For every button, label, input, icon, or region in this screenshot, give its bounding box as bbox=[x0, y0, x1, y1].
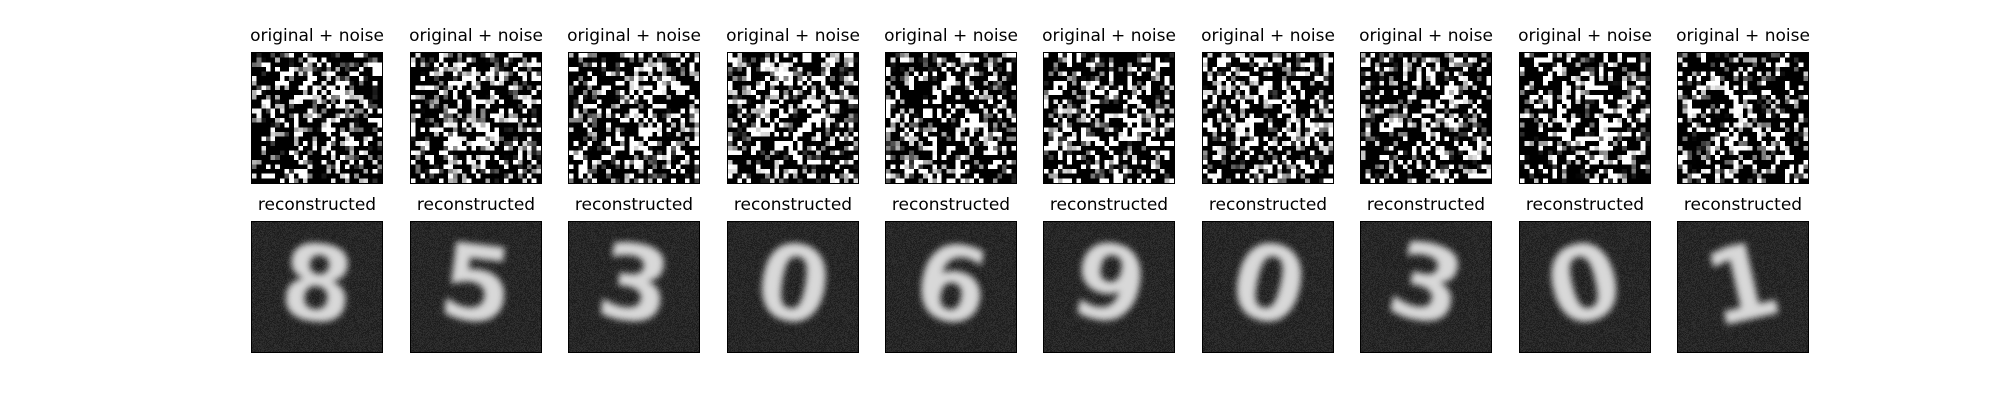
reconstructed-image bbox=[1677, 221, 1809, 353]
noisy-title: original + noise bbox=[884, 26, 1018, 46]
reconstructed-image bbox=[1043, 221, 1175, 353]
reconstructed-image bbox=[410, 221, 542, 353]
noisy-image bbox=[727, 52, 859, 184]
noisy-image bbox=[1360, 52, 1492, 184]
noisy-image bbox=[1043, 52, 1175, 184]
reconstructed-image bbox=[1202, 221, 1334, 353]
noisy-title: original + noise bbox=[1359, 26, 1493, 46]
reconstructed-title: reconstructed bbox=[733, 195, 853, 215]
noisy-image bbox=[1677, 52, 1809, 184]
reconstructed-title: reconstructed bbox=[1049, 195, 1169, 215]
noisy-image bbox=[568, 52, 700, 184]
noisy-title: original + noise bbox=[250, 26, 384, 46]
noisy-title: original + noise bbox=[726, 26, 860, 46]
noisy-title: original + noise bbox=[409, 26, 543, 46]
noisy-title: original + noise bbox=[1042, 26, 1176, 46]
reconstructed-image bbox=[1360, 221, 1492, 353]
reconstructed-title: reconstructed bbox=[1525, 195, 1645, 215]
reconstructed-title: reconstructed bbox=[1366, 195, 1486, 215]
noisy-title: original + noise bbox=[1676, 26, 1810, 46]
reconstructed-image bbox=[251, 221, 383, 353]
noisy-title: original + noise bbox=[1518, 26, 1652, 46]
reconstructed-image bbox=[885, 221, 1017, 353]
reconstructed-title: reconstructed bbox=[1208, 195, 1328, 215]
reconstructed-title: reconstructed bbox=[891, 195, 1011, 215]
noisy-title: original + noise bbox=[567, 26, 701, 46]
noisy-image bbox=[410, 52, 542, 184]
reconstructed-image bbox=[727, 221, 859, 353]
reconstructed-title: reconstructed bbox=[257, 195, 377, 215]
noisy-image bbox=[1519, 52, 1651, 184]
reconstructed-title: reconstructed bbox=[1683, 195, 1803, 215]
noisy-title: original + noise bbox=[1201, 26, 1335, 46]
reconstructed-image bbox=[1519, 221, 1651, 353]
reconstructed-title: reconstructed bbox=[574, 195, 694, 215]
noisy-image bbox=[1202, 52, 1334, 184]
noisy-image bbox=[885, 52, 1017, 184]
noisy-image bbox=[251, 52, 383, 184]
reconstructed-title: reconstructed bbox=[416, 195, 536, 215]
reconstructed-image bbox=[568, 221, 700, 353]
